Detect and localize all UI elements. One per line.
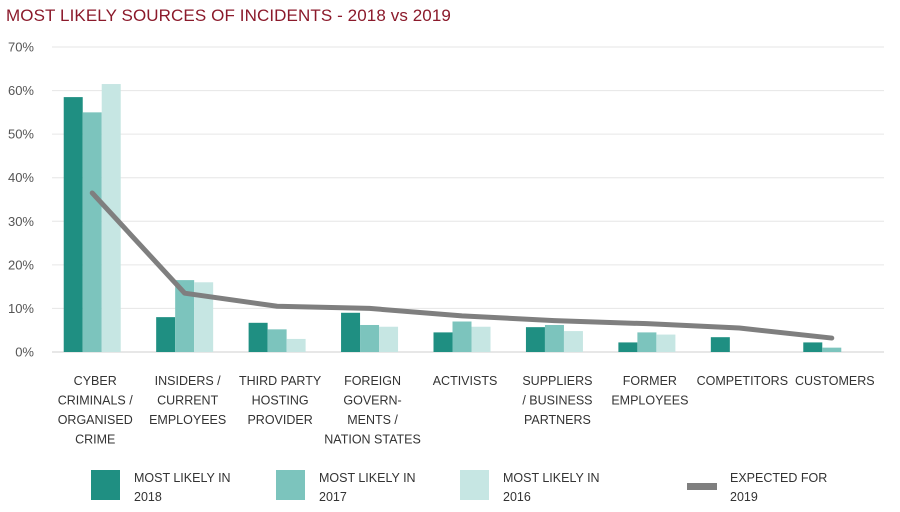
legend-label: MOST LIKELY IN 2016 — [503, 471, 600, 504]
x-tick-label: ACTIVISTS — [433, 374, 498, 388]
y-tick-label: 70% — [8, 40, 34, 55]
x-tick-label: CYBER CRIMINALS / ORGANISED CRIME — [58, 374, 134, 447]
bar — [175, 280, 195, 352]
bar — [563, 331, 583, 352]
bar — [471, 326, 491, 352]
bar — [379, 326, 399, 352]
x-tick-label: FORMER EMPLOYEES — [611, 374, 688, 408]
bar — [248, 322, 268, 352]
y-tick-label: 50% — [8, 127, 34, 142]
legend-swatch — [91, 470, 120, 500]
bar — [267, 329, 287, 352]
bar — [544, 324, 564, 352]
bar — [82, 112, 102, 352]
bar — [360, 324, 380, 352]
bar — [803, 342, 823, 352]
bar — [710, 337, 730, 352]
chart-title: MOST LIKELY SOURCES OF INCIDENTS - 2018 … — [6, 6, 451, 25]
bar — [618, 342, 638, 352]
y-tick-label: 60% — [8, 83, 34, 98]
y-tick-label: 0% — [15, 345, 34, 360]
x-tick-label: THIRD PARTY HOSTING PROVIDER — [239, 374, 322, 427]
legend-swatch — [460, 470, 489, 500]
bar — [637, 332, 657, 352]
bar — [194, 282, 214, 352]
legend-label: EXPECTED FOR 2019 — [730, 471, 827, 504]
legend-swatch — [276, 470, 305, 500]
bar — [656, 334, 676, 352]
bar — [341, 312, 361, 352]
bar — [156, 317, 176, 352]
bar — [433, 332, 453, 352]
y-tick-label: 10% — [8, 301, 34, 316]
x-tick-label: CUSTOMERS — [795, 374, 875, 388]
x-tick-label: INSIDERS / CURRENT EMPLOYEES — [149, 374, 226, 427]
x-tick-label: COMPETITORS — [697, 374, 788, 388]
y-tick-label: 30% — [8, 214, 34, 229]
bar — [63, 97, 83, 352]
x-tick-label: SUPPLIERS / BUSINESS PARTNERS — [522, 374, 592, 427]
bar — [525, 327, 545, 352]
legend-label: MOST LIKELY IN 2018 — [134, 471, 231, 504]
bar — [286, 338, 306, 352]
x-tick-label: FOREIGN GOVERN-MENTS / NATION STATES — [324, 374, 421, 447]
legend-swatch — [687, 483, 717, 490]
y-tick-label: 20% — [8, 257, 34, 272]
bar — [822, 347, 842, 352]
bar — [452, 321, 472, 352]
bar — [101, 84, 121, 353]
legend-label: MOST LIKELY IN 2017 — [319, 471, 416, 504]
y-tick-label: 40% — [8, 170, 34, 185]
